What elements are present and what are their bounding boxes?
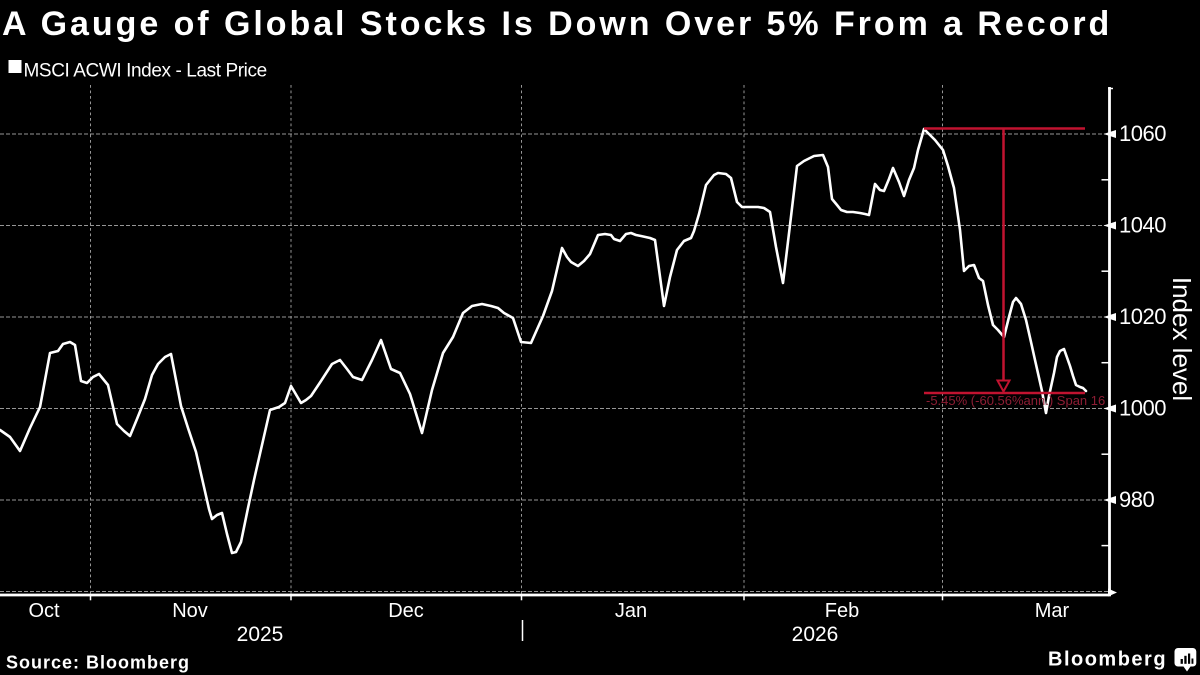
- svg-text:Dec: Dec: [388, 600, 424, 622]
- svg-text:MSCI ACWI Index - Last Price: MSCI ACWI Index - Last Price: [24, 60, 267, 81]
- svg-text:980: 980: [1119, 487, 1154, 512]
- svg-text:-5.45% (-60.56%ann.) Span 16: -5.45% (-60.56%ann.) Span 16: [926, 393, 1105, 408]
- svg-text:Source: Bloomberg: Source: Bloomberg: [6, 653, 190, 673]
- svg-text:1040: 1040: [1119, 213, 1166, 238]
- svg-text:1020: 1020: [1119, 304, 1166, 329]
- svg-text:2026: 2026: [792, 623, 839, 646]
- svg-text:Nov: Nov: [172, 600, 208, 622]
- svg-text:1000: 1000: [1119, 396, 1166, 421]
- svg-text:Index level: Index level: [1167, 277, 1197, 401]
- svg-text:Jan: Jan: [615, 600, 647, 622]
- svg-text:Mar: Mar: [1035, 600, 1070, 622]
- svg-text:Oct: Oct: [28, 600, 60, 622]
- svg-text:A Gauge of Global Stocks Is Do: A Gauge of Global Stocks Is Down Over 5%…: [2, 5, 1112, 43]
- svg-text:1060: 1060: [1119, 121, 1166, 146]
- svg-text:2025: 2025: [237, 623, 284, 646]
- svg-text:Feb: Feb: [825, 600, 859, 622]
- svg-text:Bloomberg: Bloomberg: [1048, 649, 1167, 671]
